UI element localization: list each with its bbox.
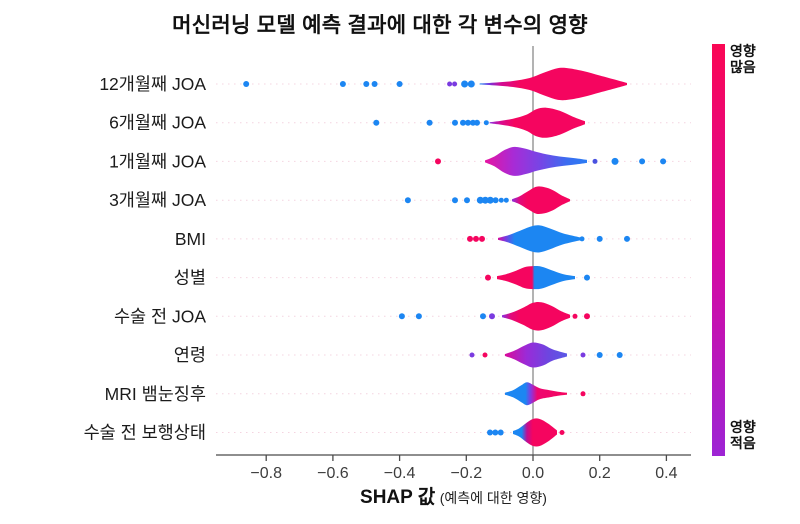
data-point — [497, 429, 504, 436]
data-point — [584, 274, 590, 281]
x-tick-label: −0.8 — [250, 465, 282, 482]
data-point — [580, 352, 586, 358]
violin-5 — [497, 266, 575, 290]
violin-6 — [502, 302, 570, 331]
data-point — [611, 157, 619, 165]
data-point — [481, 196, 489, 204]
data-point — [584, 313, 590, 320]
data-point — [469, 352, 475, 358]
data-point — [492, 197, 499, 204]
data-point — [572, 313, 578, 319]
y-axis-label: 성별 — [174, 268, 206, 288]
y-axis-label: 6개월째 JOA — [109, 113, 206, 133]
violin-2 — [485, 146, 587, 176]
colorbar-label-high: 영향 많음 — [730, 43, 756, 75]
data-point — [483, 120, 489, 126]
data-point — [339, 81, 346, 87]
data-point — [624, 235, 630, 242]
violin-1 — [489, 107, 585, 138]
y-axis-label: 연령 — [174, 345, 206, 365]
data-point — [579, 236, 585, 242]
data-point — [467, 80, 475, 88]
y-axis-label: BMI — [175, 229, 206, 249]
x-tick-label: 0.0 — [522, 465, 544, 482]
data-point — [592, 158, 598, 164]
data-point — [476, 196, 484, 204]
violin-3 — [512, 186, 570, 214]
chart-title: 머신러닝 모델 예측 결과에 대한 각 변수의 영향 — [172, 14, 588, 37]
data-point — [580, 391, 586, 397]
data-point — [464, 197, 470, 204]
x-tick-label: −0.4 — [384, 465, 416, 482]
y-axis-label: MRI 뱀눈징후 — [105, 384, 206, 404]
data-point — [479, 235, 485, 242]
colorbar-label-high-line1: 영향 — [730, 43, 756, 59]
data-point — [396, 81, 403, 87]
data-point — [498, 197, 504, 203]
colorbar-label-low: 영향 적음 — [730, 419, 756, 451]
data-point — [474, 119, 480, 126]
violin-7 — [505, 342, 567, 368]
x-axis-title: SHAP 값 (예측에 대한 영향) — [216, 482, 691, 509]
violin-9 — [513, 418, 557, 447]
data-point — [452, 81, 458, 87]
data-point — [660, 158, 667, 165]
x-axis-title-note: (예측에 대한 영향) — [439, 490, 547, 506]
colorbar — [712, 44, 725, 456]
data-point — [487, 429, 493, 436]
data-point — [482, 352, 488, 358]
data-point — [559, 430, 565, 435]
data-point — [465, 119, 471, 126]
data-point — [363, 81, 370, 87]
data-point — [485, 274, 491, 281]
data-point — [489, 313, 495, 320]
data-point — [398, 313, 405, 320]
data-point — [596, 352, 603, 358]
data-point — [503, 197, 509, 203]
y-axis-label: 3개월째 JOA — [109, 190, 206, 210]
violin-4 — [498, 225, 580, 253]
colorbar-label-high-line2: 많음 — [730, 58, 756, 75]
data-point — [616, 352, 623, 358]
data-point — [371, 81, 378, 87]
violin-8 — [505, 382, 567, 406]
data-point — [426, 119, 433, 126]
data-point — [467, 235, 473, 242]
y-axis-label: 12개월째 JOA — [99, 74, 206, 94]
data-point — [243, 81, 250, 87]
y-axis-label: 1개월째 JOA — [109, 151, 206, 171]
data-point — [452, 119, 458, 126]
x-tick-label: −0.6 — [317, 465, 349, 482]
y-axis-label: 수술 전 보행상태 — [84, 423, 206, 443]
data-point — [373, 119, 380, 126]
data-point — [596, 235, 603, 242]
data-point — [435, 158, 441, 165]
x-axis-title-main: SHAP 값 — [360, 487, 436, 508]
data-point — [461, 80, 469, 88]
data-point — [452, 197, 458, 204]
x-tick-label: −0.2 — [451, 465, 483, 482]
x-tick-label: 0.4 — [655, 465, 677, 482]
x-tick-label: 0.2 — [589, 465, 611, 482]
data-point — [492, 429, 499, 436]
data-point — [639, 158, 646, 165]
colorbar-label-low-line1: 영향 — [730, 419, 756, 435]
y-axis-label: 수술 전 JOA — [114, 306, 206, 326]
data-point — [486, 196, 494, 204]
data-point — [473, 235, 479, 242]
data-point — [460, 119, 466, 126]
colorbar-label-low-line2: 적음 — [730, 434, 756, 451]
data-point — [415, 313, 422, 320]
data-point — [404, 197, 411, 204]
data-point — [447, 81, 453, 87]
data-point — [480, 313, 486, 320]
violin-0 — [479, 67, 627, 101]
